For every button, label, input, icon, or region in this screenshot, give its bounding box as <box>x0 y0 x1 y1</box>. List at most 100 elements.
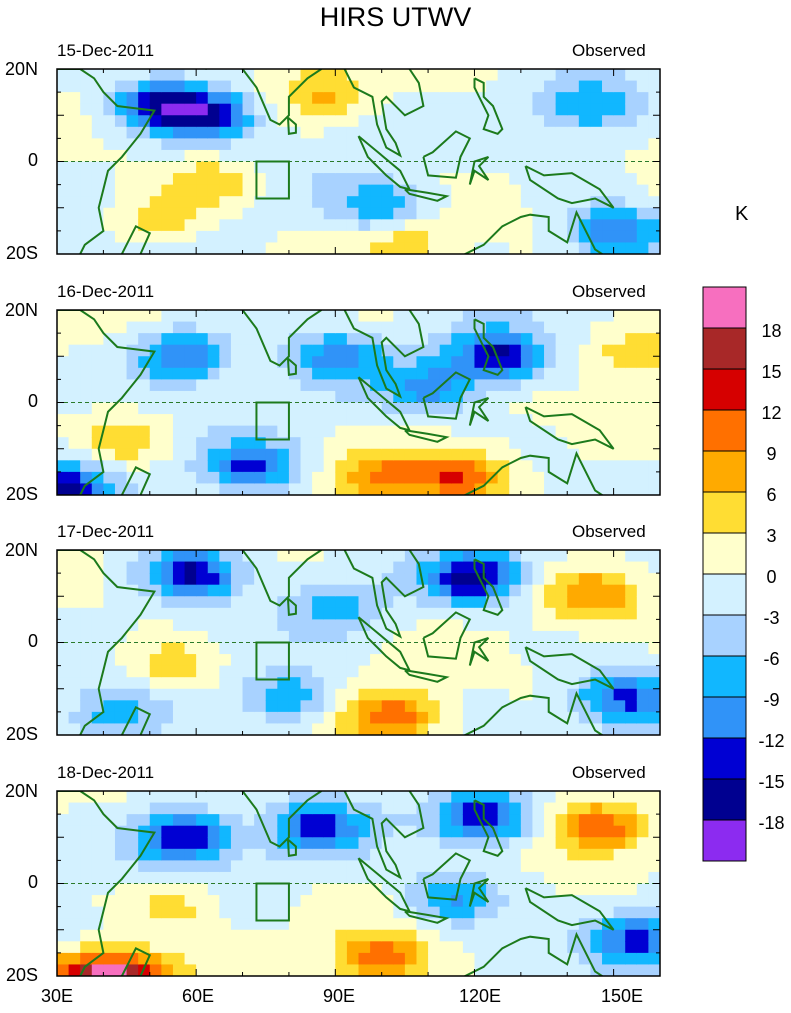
field-cell <box>207 69 220 82</box>
field-cell <box>335 883 348 896</box>
field-cell <box>219 69 232 82</box>
field-cell <box>172 80 186 93</box>
field-cell <box>57 665 70 678</box>
field-cell <box>288 688 302 701</box>
field-cell <box>300 825 313 838</box>
field-cell <box>254 791 267 804</box>
field-cell <box>265 860 278 873</box>
field-cell <box>126 425 139 438</box>
colorbar-swatch <box>702 819 747 862</box>
field-cell <box>184 425 197 438</box>
field-cell <box>451 677 464 690</box>
field-cell <box>578 802 592 815</box>
field-cell <box>544 584 557 597</box>
field-cell <box>346 711 360 725</box>
field-cell <box>312 367 325 380</box>
field-cell <box>312 814 325 827</box>
field-cell <box>520 149 534 163</box>
field-cell <box>509 619 522 632</box>
field-cell <box>57 929 70 942</box>
field-cell <box>138 918 151 931</box>
field-cell <box>184 688 197 701</box>
field-cell <box>230 700 244 713</box>
field-cell <box>312 883 325 896</box>
field-cell <box>509 379 522 392</box>
field-cell <box>219 80 232 93</box>
field-cell <box>590 69 603 82</box>
panel-4 <box>56 790 661 977</box>
field-cell <box>277 929 290 942</box>
field-cell <box>520 665 534 678</box>
field-cell <box>161 230 174 244</box>
field-cell <box>219 402 232 415</box>
field-cell <box>416 550 429 563</box>
field-cell <box>161 837 174 850</box>
field-cell <box>254 619 267 632</box>
field-cell <box>416 584 429 597</box>
field-cell <box>486 414 499 427</box>
field-cell <box>358 630 371 644</box>
field-cell <box>230 379 244 392</box>
field-cell <box>230 871 244 885</box>
field-cell <box>404 149 418 163</box>
field-cell <box>323 69 336 82</box>
field-cell <box>91 630 104 644</box>
field-cell <box>509 665 522 678</box>
field-cell <box>126 69 139 82</box>
field-cell <box>532 379 545 392</box>
field-cell <box>590 219 603 232</box>
field-cell <box>161 80 174 93</box>
field-cell <box>219 207 232 220</box>
field-cell <box>613 837 626 850</box>
field-cell <box>300 918 313 931</box>
field-cell <box>242 814 255 827</box>
field-cell <box>114 379 128 392</box>
field-cell <box>300 207 313 220</box>
field-cell <box>161 825 174 838</box>
field-cell <box>80 161 93 174</box>
field-cell <box>138 242 151 254</box>
field-cell <box>636 802 650 815</box>
field-cell <box>555 630 568 644</box>
field-cell <box>172 219 186 232</box>
field-cell <box>277 665 290 678</box>
field-cell <box>520 654 534 667</box>
field-cell <box>370 483 383 495</box>
field-cell <box>602 321 615 334</box>
field-cell <box>172 310 186 323</box>
field-cell <box>393 333 406 346</box>
field-cell <box>312 356 325 369</box>
field-cell <box>578 103 592 116</box>
field-cell <box>509 711 522 725</box>
field-cell <box>323 584 336 597</box>
field-cell <box>288 837 302 850</box>
field-cell <box>323 437 336 450</box>
field-cell <box>532 414 545 427</box>
field-cell <box>196 126 209 139</box>
field-cell <box>242 573 255 586</box>
field-cell <box>567 837 580 850</box>
field-cell <box>219 550 232 563</box>
field-cell <box>497 425 510 438</box>
field-cell <box>404 126 418 139</box>
field-cell <box>335 964 348 976</box>
field-cell <box>555 941 568 954</box>
field-cell <box>462 630 476 644</box>
field-cell <box>590 952 603 966</box>
field-cell <box>126 941 139 954</box>
field-cell <box>184 321 197 334</box>
field-cell <box>149 871 162 885</box>
field-cell <box>509 356 522 369</box>
field-cell <box>184 138 197 151</box>
field-cell <box>544 619 557 632</box>
field-cell <box>335 425 348 438</box>
field-cell <box>520 219 534 232</box>
field-cell <box>404 173 418 186</box>
field-cell <box>300 69 313 82</box>
field-cell <box>172 630 186 644</box>
field-cell <box>613 952 626 966</box>
field-cell <box>428 723 441 735</box>
colorbar-swatch <box>702 737 747 780</box>
field-cell <box>312 402 325 415</box>
field-cell <box>520 367 534 380</box>
